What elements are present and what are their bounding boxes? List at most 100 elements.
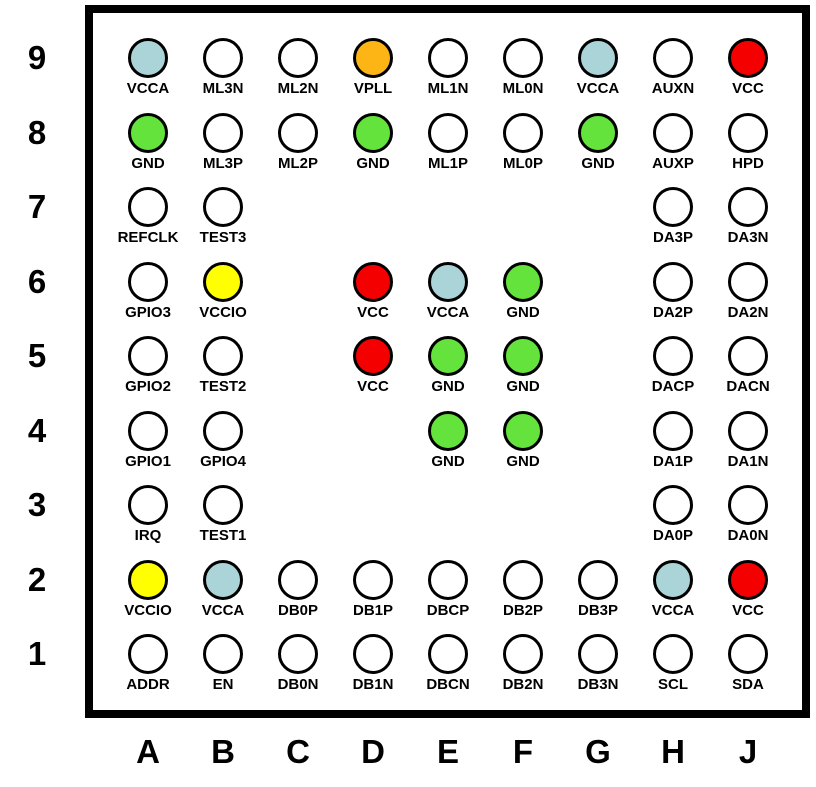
pin-ball-B8 [203,112,243,153]
pin-label-A7: REFCLK [117,229,179,246]
pin-label-B2: VCCA [201,601,245,619]
pin-label-E2: DBCP [426,601,470,619]
column-label-D: D [361,733,385,770]
pin-label-D5: VCC [357,378,389,395]
pin-label-J2: VCC [732,601,764,619]
pin-ball-D5 [353,336,393,376]
column-label-E: E [436,733,460,770]
pin-ball-E5 [428,336,468,376]
pin-ball-F4 [503,410,543,451]
pin-ball-H8 [653,112,693,153]
pin-label-D6: VCC [357,303,389,321]
pin-ball-E6 [428,261,468,302]
pin-ball-B7 [203,187,243,227]
pin-label-F8: ML0P [502,154,544,172]
pin-label-H5: DACP [651,378,695,395]
pin-ball-E4 [428,410,468,451]
pin-label-F5: GND [506,378,540,395]
pin-label-B6: VCCIO [199,303,247,321]
pin-label-B1: EN [212,676,234,693]
pin-ball-E9 [428,38,468,78]
pin-ball-D1 [353,634,393,674]
pin-ball-G9 [578,38,618,78]
pin-ball-A8 [128,112,168,153]
pin-ball-B5 [203,336,243,376]
column-label-J: J [738,733,758,770]
pin-ball-J7 [728,187,768,227]
pin-label-A2: VCCIO [124,601,172,619]
pin-label-A5: GPIO2 [125,378,171,395]
pin-label-A3: IRQ [134,527,162,544]
pin-label-H1: SCL [658,676,688,693]
pin-label-B3: TEST1 [199,527,247,544]
pin-ball-H1 [653,634,693,674]
pin-ball-A4 [128,410,168,451]
row-label-7: 7 [27,188,47,225]
pin-ball-C2 [278,559,318,600]
pin-label-J3: DA0N [727,527,769,544]
pin-label-E6: VCCA [426,303,470,321]
pin-label-B9: ML3N [202,80,244,97]
pin-ball-H2 [653,559,693,600]
pin-label-C8: ML2P [277,154,319,172]
pin-label-G2: DB3P [577,601,619,619]
pin-label-H3: DA0P [652,527,694,544]
pin-ball-J2 [728,559,768,600]
pin-ball-J1 [728,634,768,674]
column-label-H: H [661,733,685,770]
pin-ball-J9 [728,38,768,78]
pin-label-J9: VCC [732,80,764,97]
pin-ball-H5 [653,336,693,376]
pin-ball-B2 [203,559,243,600]
column-label-B: B [211,733,235,770]
pin-label-J5: DACN [726,378,770,395]
pin-label-J4: DA1N [727,452,769,470]
pin-label-C1: DB0N [277,676,319,693]
pin-label-J8: HPD [732,154,764,172]
pin-ball-J6 [728,261,768,302]
pin-label-F1: DB2N [502,676,544,693]
pin-label-F6: GND [506,303,540,321]
pin-label-F2: DB2P [502,601,544,619]
pin-label-B7: TEST3 [199,229,247,246]
pin-label-D2: DB1P [352,601,394,619]
column-label-A: A [136,733,160,770]
row-label-3: 3 [27,486,47,523]
pin-label-G1: DB3N [577,676,619,693]
pin-label-H9: AUXN [651,80,695,97]
pin-label-C2: DB0P [277,601,319,619]
column-label-C: C [286,733,310,770]
pin-ball-E1 [428,634,468,674]
pin-ball-B3 [203,485,243,525]
pin-ball-A5 [128,336,168,376]
pin-ball-C8 [278,112,318,153]
pin-label-E4: GND [431,452,465,470]
pin-label-H6: DA2P [652,303,694,321]
pin-label-D8: GND [356,154,390,172]
pin-label-G9: VCCA [576,80,620,97]
pin-label-E8: ML1P [427,154,469,172]
pin-ball-G8 [578,112,618,153]
pin-label-E5: GND [431,378,465,395]
pin-ball-D9 [353,38,393,78]
pin-ball-E8 [428,112,468,153]
pin-ball-H7 [653,187,693,227]
pin-ball-H4 [653,410,693,451]
pin-ball-F8 [503,112,543,153]
pin-ball-E2 [428,559,468,600]
pin-ball-A3 [128,485,168,525]
row-label-5: 5 [27,337,47,374]
pin-label-H7: DA3P [652,229,694,246]
pin-ball-A6 [128,261,168,302]
pin-label-A6: GPIO3 [125,303,171,321]
pin-label-G8: GND [581,154,615,172]
pin-ball-C1 [278,634,318,674]
pin-label-B8: ML3P [202,154,244,172]
pin-ball-A7 [128,187,168,227]
pin-ball-G1 [578,634,618,674]
pin-ball-J4 [728,410,768,451]
pin-label-J7: DA3N [727,229,769,246]
pin-label-E9: ML1N [427,80,469,97]
pin-ball-F9 [503,38,543,78]
